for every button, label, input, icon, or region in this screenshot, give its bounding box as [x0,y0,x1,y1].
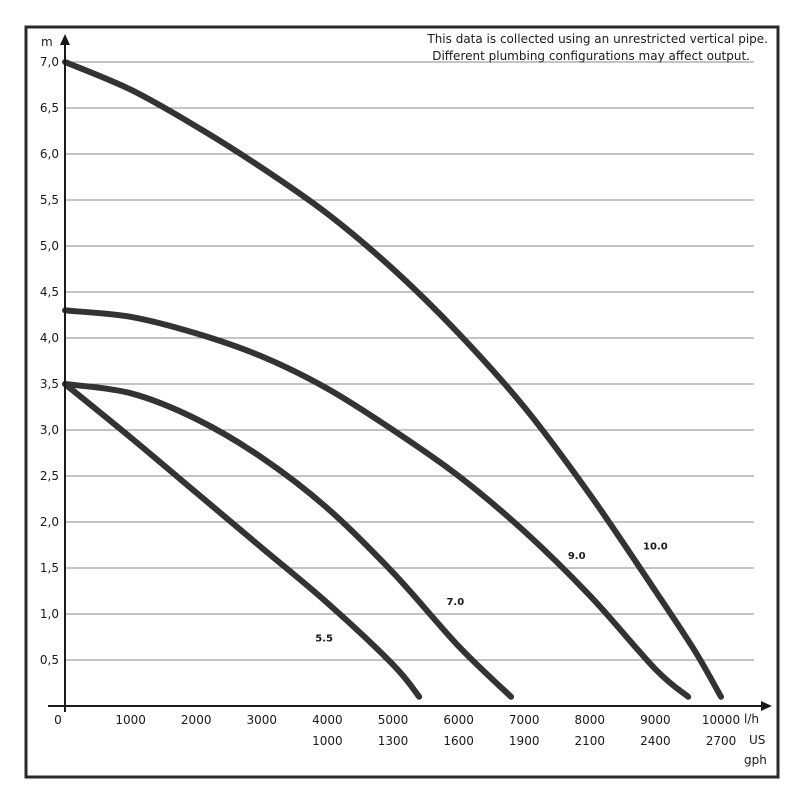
y-tick-label-3: 2,0 [40,515,59,529]
x-tick-secondary-label-7: 1900 [509,734,540,748]
y-tick-label-7: 4,0 [40,331,59,345]
x-tick-label-3: 3000 [247,713,278,727]
x-axis-arrow-icon [761,701,772,711]
series-label-9-0: 9.0 [568,551,586,562]
x-tick-secondary-label-4: 1000 [312,734,343,748]
y-tick-label-10: 5,5 [40,193,59,207]
x-tick-label-5: 5000 [378,713,409,727]
x-tick-label-7: 7000 [509,713,540,727]
y-tick-label-13: 7,0 [40,55,59,69]
grid-layer [65,61,754,661]
y-tick-label-9: 5,0 [40,239,59,253]
series-line-7-0 [62,381,515,700]
x-tick-secondary-label-9: 2400 [640,734,671,748]
chart-note-line-2: Different plumbing configurations may af… [432,49,750,63]
x-tick-label-10: 10000 [702,713,740,727]
y-tick-label-0: 0,5 [40,653,59,667]
series-label-10-0: 10.0 [643,542,668,553]
y-tick-label-2: 1,5 [40,561,59,575]
x-axis-unit-primary: l/h [744,712,759,726]
x-axis-unit-secondary-1: US [749,733,765,747]
x-tick-label-9: 9000 [640,713,671,727]
x-tick-secondary-label-8: 2100 [575,734,606,748]
x-tick-label-0: 0 [54,713,62,727]
x-tick-secondary-label-5: 1300 [378,734,409,748]
series-line-9-0 [62,307,692,700]
x-tick-label-1: 1000 [115,713,146,727]
y-tick-label-12: 6,5 [40,101,59,115]
x-tick-secondary-label-10: 2700 [706,734,737,748]
chart-note-line-1: This data is collected using an unrestri… [426,32,768,46]
axis-layer [48,34,772,712]
y-tick-label-6: 3,5 [40,377,59,391]
x-tick-secondary-label-6: 1600 [443,734,474,748]
label-layer: m l/h US gph This data is collected usin… [40,32,768,767]
y-tick-label-8: 4,5 [40,285,59,299]
y-tick-label-1: 1,0 [40,607,59,621]
x-tick-label-6: 6000 [443,713,474,727]
series-line-10-0 [62,59,724,700]
x-axis-unit-secondary-2: gph [744,753,767,767]
curve-layer [62,59,724,700]
series-label-7-0: 7.0 [446,597,464,608]
series-label-5-5: 5.5 [315,634,333,645]
y-tick-label-11: 6,0 [40,147,59,161]
y-tick-label-4: 2,5 [40,469,59,483]
y-axis-unit: m [41,35,53,49]
x-tick-label-2: 2000 [181,713,212,727]
y-axis-arrow-icon [60,34,70,45]
chart-frame [24,25,780,779]
y-tick-label-5: 3,0 [40,423,59,437]
x-tick-label-8: 8000 [575,713,606,727]
x-tick-label-4: 4000 [312,713,343,727]
series-line-5-5 [62,381,423,700]
